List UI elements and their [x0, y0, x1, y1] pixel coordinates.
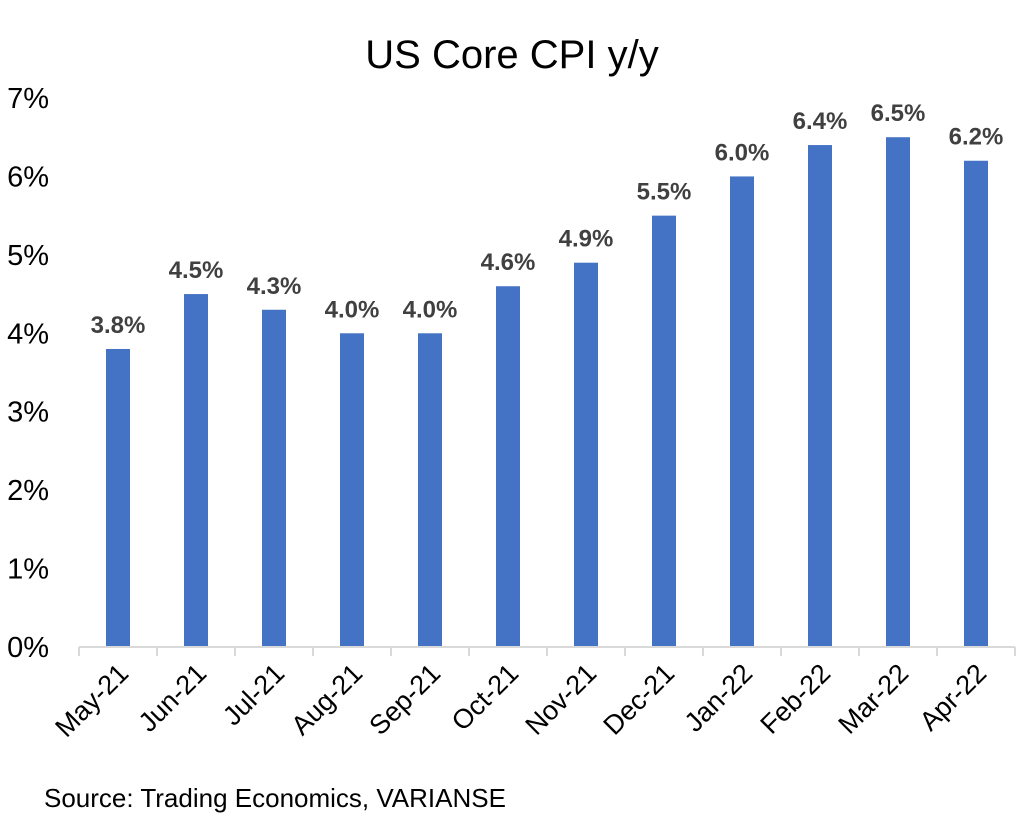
y-tick-label: 2%	[7, 475, 49, 507]
data-label: 6.2%	[949, 124, 1004, 151]
x-tick-label: Jun-21	[133, 658, 213, 738]
y-tick-label: 5%	[7, 240, 49, 272]
bar	[340, 333, 364, 647]
y-tick-label: 4%	[7, 318, 49, 350]
bar	[418, 333, 442, 647]
data-labels: 3.8% 4.5% 4.3% 4.0% 4.0% 4.6% 4.9% 5.5% 6.0% 6.4%…	[91, 100, 1004, 339]
y-tick-label: 7%	[7, 83, 49, 115]
data-label: 6.4%	[793, 108, 848, 135]
y-axis: 0% 1% 2% 3% 4% 5% 6% 7%	[7, 83, 49, 664]
x-tick-label: Dec-21	[597, 658, 680, 741]
bars	[106, 137, 988, 648]
bar	[964, 160, 988, 647]
bar	[808, 145, 832, 648]
x-tick-label: Oct-21	[446, 658, 525, 737]
bar	[496, 286, 520, 647]
x-tick-label: May-21	[49, 658, 134, 743]
bar	[106, 348, 130, 647]
y-tick-label: 6%	[7, 161, 49, 193]
bar	[730, 176, 754, 647]
x-tick-label: Sep-21	[363, 658, 446, 741]
source-note: Source: Trading Economics, VARIANSE	[44, 783, 506, 813]
data-label: 6.5%	[871, 100, 926, 127]
data-label: 5.5%	[637, 179, 692, 206]
data-label: 6.0%	[715, 139, 770, 166]
x-tick-label: Jul-21	[217, 658, 290, 731]
bar	[574, 262, 598, 647]
data-label: 4.0%	[325, 296, 380, 323]
x-tick-label: Nov-21	[519, 658, 602, 741]
data-label: 4.5%	[169, 257, 224, 284]
data-label: 4.0%	[403, 296, 458, 323]
data-label: 4.6%	[481, 249, 536, 276]
bar	[652, 215, 676, 647]
x-tick-label: Feb-22	[755, 658, 837, 740]
y-tick-label: 1%	[7, 554, 49, 586]
x-tick-label: Mar-22	[833, 658, 915, 740]
x-tick-label: Apr-22	[914, 658, 993, 737]
bar	[184, 294, 208, 647]
data-label: 4.9%	[559, 226, 614, 253]
bar	[262, 309, 286, 647]
chart-title: US Core CPI y/y	[365, 33, 658, 77]
data-label: 4.3%	[247, 273, 302, 300]
bar	[886, 137, 910, 647]
x-tick-label: Jan-22	[679, 658, 759, 738]
data-label: 3.8%	[91, 312, 146, 339]
y-tick-label: 3%	[7, 397, 49, 429]
y-tick-label: 0%	[7, 632, 49, 664]
x-tick-label: Aug-21	[285, 658, 368, 741]
